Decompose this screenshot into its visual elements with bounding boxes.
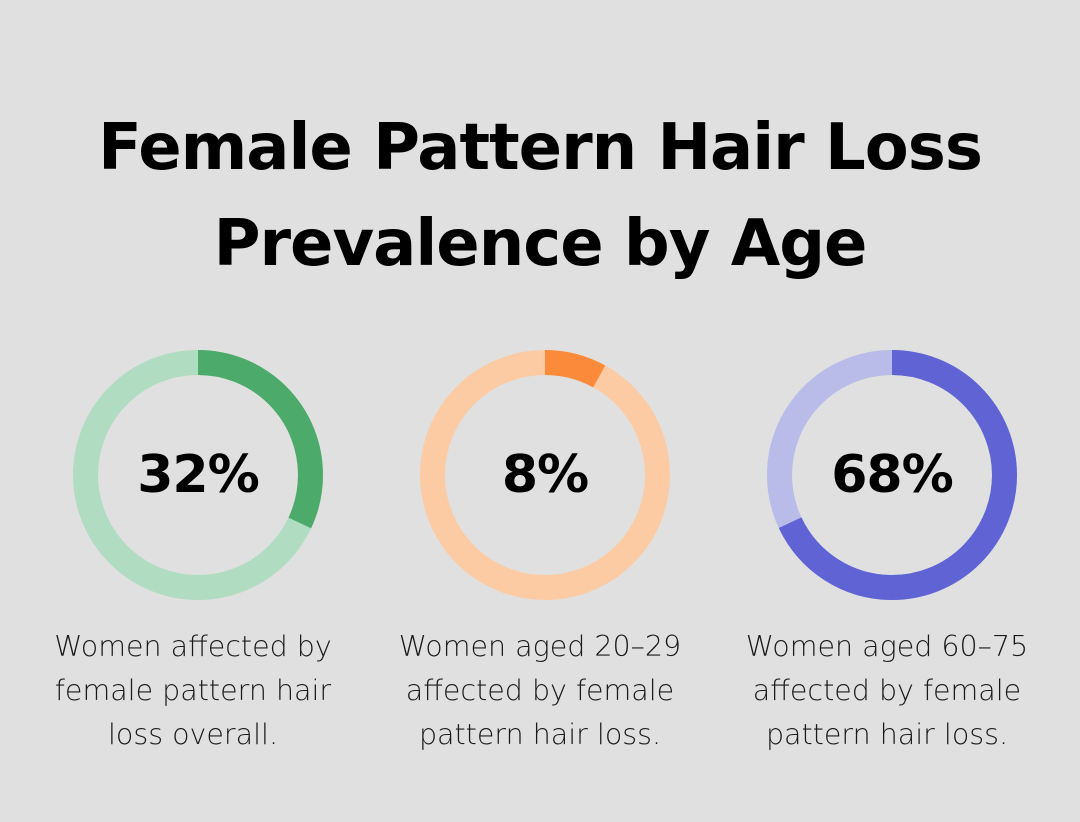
stat-caption: Women aged 60–75 affected by female patt… — [745, 630, 1029, 751]
donut-value-arc — [767, 350, 1017, 600]
donut-value-arc — [420, 350, 670, 600]
donut-chart-age-20-29: 8% — [420, 350, 670, 600]
stat-card-age-60-75: 68% Women aged 60–75 affected by female … — [717, 350, 1057, 770]
stat-card-age-20-29: 8% Women aged 20–29 affected by female p… — [370, 350, 710, 770]
percentage-label: 68% — [831, 445, 953, 505]
donut-chart-age-60-75: 68% — [767, 350, 1017, 600]
donut-chart-overall: 32% — [72, 350, 323, 600]
stat-caption: Women aged 20–29 affected by female patt… — [398, 630, 682, 751]
stat-card-overall: 32% Women affected by female pattern hai… — [23, 350, 363, 770]
percentage-label: 32% — [137, 445, 259, 505]
page-title: Female Pattern Hair Loss Prevalence by A… — [0, 100, 1080, 292]
title-line-2: Prevalence by Age — [213, 207, 868, 281]
donut-value-arc — [72, 350, 323, 600]
title-line-1: Female Pattern Hair Loss — [98, 111, 983, 185]
stat-caption: Women affected by female pattern hair lo… — [54, 630, 332, 751]
percentage-label: 8% — [502, 445, 588, 505]
